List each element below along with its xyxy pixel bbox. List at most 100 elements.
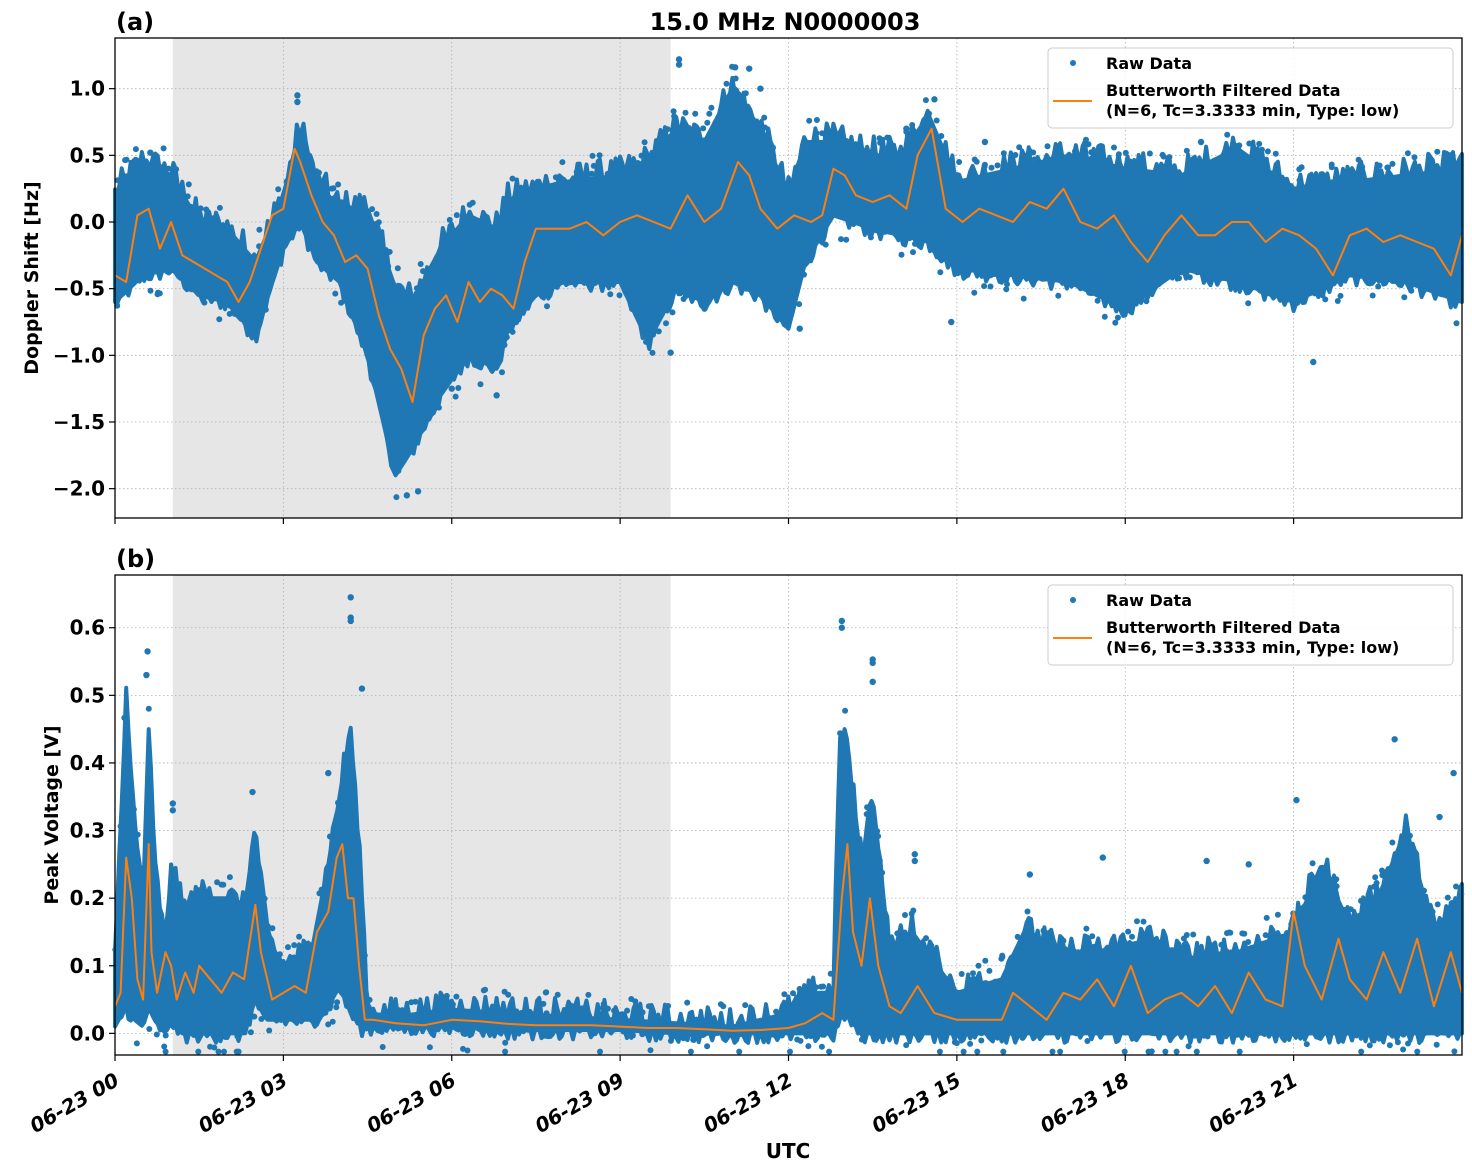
raw-data-point bbox=[994, 162, 1001, 169]
raw-data-point bbox=[145, 705, 152, 712]
raw-data-outlier bbox=[838, 624, 846, 631]
raw-data-point bbox=[235, 900, 242, 906]
raw-data-point bbox=[429, 1028, 436, 1035]
raw-data-point bbox=[1185, 1043, 1192, 1050]
x-tick-label: 06-23 09 bbox=[531, 1068, 629, 1138]
raw-data-outlier bbox=[1450, 769, 1457, 777]
raw-data-point bbox=[266, 1027, 273, 1034]
raw-data-point bbox=[701, 138, 708, 145]
raw-data-point bbox=[453, 993, 460, 1000]
raw-data-point bbox=[671, 113, 678, 120]
raw-data-point bbox=[1134, 918, 1140, 925]
raw-data-point bbox=[938, 133, 945, 139]
y-tick-label: −0.5 bbox=[53, 277, 105, 301]
raw-data-point bbox=[1284, 930, 1290, 936]
raw-data-outlier bbox=[931, 96, 938, 103]
raw-data-point bbox=[1379, 872, 1386, 879]
raw-data-point bbox=[1417, 1033, 1424, 1040]
raw-data-point bbox=[1337, 292, 1344, 299]
raw-data-point bbox=[130, 806, 137, 813]
raw-data-point bbox=[290, 954, 297, 961]
raw-data-outlier bbox=[903, 125, 910, 132]
raw-data-point bbox=[538, 184, 545, 191]
legend-box bbox=[1047, 47, 1454, 129]
raw-data-point bbox=[879, 869, 886, 876]
raw-data-point bbox=[974, 1048, 981, 1055]
raw-data-point bbox=[1183, 147, 1190, 154]
raw-data-point bbox=[114, 302, 121, 309]
raw-data-point bbox=[1274, 911, 1281, 918]
raw-data-point bbox=[426, 1044, 433, 1051]
raw-data-point bbox=[146, 1026, 153, 1032]
raw-data-point bbox=[898, 251, 905, 258]
raw-data-point bbox=[1186, 274, 1193, 281]
raw-data-point bbox=[807, 1033, 814, 1040]
raw-data-point bbox=[1347, 906, 1354, 913]
raw-data-point bbox=[329, 1018, 336, 1025]
raw-data-point bbox=[573, 168, 580, 175]
legend: Raw Data Butterworth Filtered Data (N=6,… bbox=[1047, 584, 1454, 666]
raw-data-point bbox=[1258, 146, 1265, 153]
raw-data-point bbox=[214, 879, 221, 886]
raw-data-point bbox=[884, 134, 891, 141]
raw-data-point bbox=[988, 164, 995, 171]
raw-data-point bbox=[1250, 151, 1257, 158]
raw-data-point bbox=[1400, 1046, 1407, 1053]
raw-data-point bbox=[1401, 294, 1408, 301]
raw-data-point bbox=[801, 271, 807, 278]
raw-data-point bbox=[226, 874, 233, 881]
raw-data-point bbox=[643, 338, 649, 345]
raw-data-point bbox=[332, 290, 339, 297]
raw-data-point bbox=[1085, 141, 1092, 148]
raw-data-point bbox=[1226, 929, 1233, 936]
raw-data-outlier bbox=[347, 594, 354, 601]
raw-data-point bbox=[954, 270, 961, 277]
legend-box bbox=[1047, 584, 1454, 666]
raw-data-point bbox=[1453, 320, 1460, 327]
raw-data-point bbox=[894, 930, 901, 937]
raw-data-point bbox=[1112, 319, 1119, 326]
raw-data-point bbox=[275, 186, 282, 193]
raw-data-point bbox=[161, 1043, 168, 1050]
raw-data-point bbox=[784, 1004, 791, 1011]
raw-data-point bbox=[188, 894, 194, 901]
x-tick-label: 06-23 12 bbox=[699, 1068, 797, 1138]
raw-data-point bbox=[503, 334, 510, 341]
raw-data-point bbox=[806, 117, 813, 124]
raw-data-point bbox=[1328, 161, 1335, 168]
raw-data-point bbox=[543, 1010, 550, 1017]
raw-data-point bbox=[1386, 1042, 1393, 1049]
raw-data-point bbox=[446, 216, 453, 223]
raw-data-point bbox=[981, 161, 988, 168]
raw-data-point bbox=[1358, 897, 1364, 904]
raw-data-point bbox=[1193, 1048, 1200, 1055]
raw-data-point bbox=[926, 110, 932, 117]
raw-data-point bbox=[460, 216, 467, 223]
legend-filtered-label: Butterworth Filtered Data bbox=[1106, 81, 1341, 100]
raw-data-point bbox=[604, 170, 611, 177]
raw-data-point bbox=[736, 1048, 743, 1055]
raw-data-point bbox=[264, 923, 271, 930]
panel-b: 0.6 0.5 0.4 0.3 0.2 0.1 0.0 06-23 00 06-23 03 06… bbox=[26, 545, 1465, 1163]
raw-data-point bbox=[687, 1048, 694, 1055]
legend-raw-label: Raw Data bbox=[1106, 54, 1192, 73]
raw-data-point bbox=[858, 1036, 865, 1043]
raw-data-point bbox=[639, 1009, 646, 1016]
raw-data-point bbox=[1311, 290, 1318, 297]
raw-data-point bbox=[160, 145, 167, 152]
raw-data-point bbox=[385, 263, 392, 270]
raw-data-point bbox=[258, 1016, 265, 1022]
raw-data-point bbox=[162, 1032, 169, 1039]
panel-label: (a) bbox=[116, 8, 154, 36]
legend-filtered-params: (N=6, Tc=3.3333 min, Type: low) bbox=[1106, 638, 1399, 657]
raw-data-point bbox=[910, 132, 917, 139]
raw-data-point bbox=[958, 971, 965, 977]
raw-data-point bbox=[173, 166, 180, 173]
raw-data-point bbox=[262, 306, 269, 313]
raw-data-point bbox=[220, 881, 227, 888]
raw-data-point bbox=[590, 162, 597, 169]
raw-data-point bbox=[629, 1032, 636, 1039]
raw-data-point bbox=[863, 811, 870, 818]
raw-data-point bbox=[834, 137, 841, 144]
raw-data-point bbox=[1086, 289, 1093, 296]
